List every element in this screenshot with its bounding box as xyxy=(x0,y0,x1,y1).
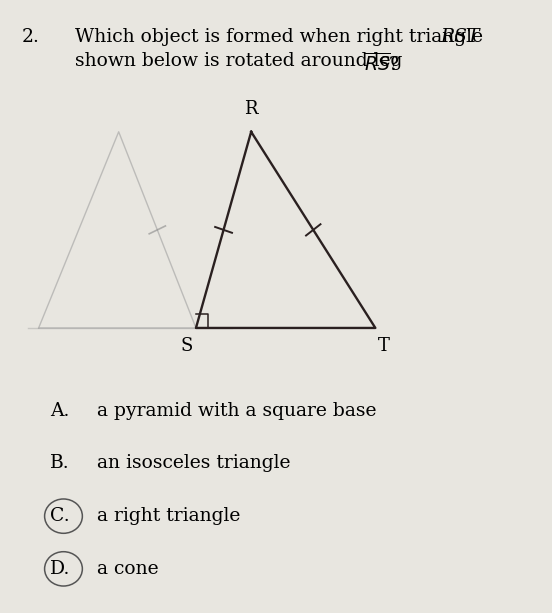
Text: A.: A. xyxy=(50,402,69,420)
Text: a cone: a cone xyxy=(97,560,158,578)
Text: a right triangle: a right triangle xyxy=(97,507,240,525)
Text: RST: RST xyxy=(440,28,480,45)
Text: $\overline{RS}$?: $\overline{RS}$? xyxy=(364,52,400,75)
Text: R: R xyxy=(245,100,258,118)
Text: shown below is rotated around leg: shown below is rotated around leg xyxy=(75,52,408,70)
Text: Which object is formed when right triangle: Which object is formed when right triang… xyxy=(75,28,489,45)
Text: C.: C. xyxy=(50,507,70,525)
Text: S: S xyxy=(181,337,193,355)
Text: 2.: 2. xyxy=(22,28,40,45)
Text: an isosceles triangle: an isosceles triangle xyxy=(97,454,290,472)
Text: Which object is formed when right triangle RST: Which object is formed when right triang… xyxy=(75,28,528,45)
Text: T: T xyxy=(378,337,390,355)
Text: a pyramid with a square base: a pyramid with a square base xyxy=(97,402,376,420)
Text: D.: D. xyxy=(50,560,70,578)
Text: B.: B. xyxy=(50,454,70,472)
